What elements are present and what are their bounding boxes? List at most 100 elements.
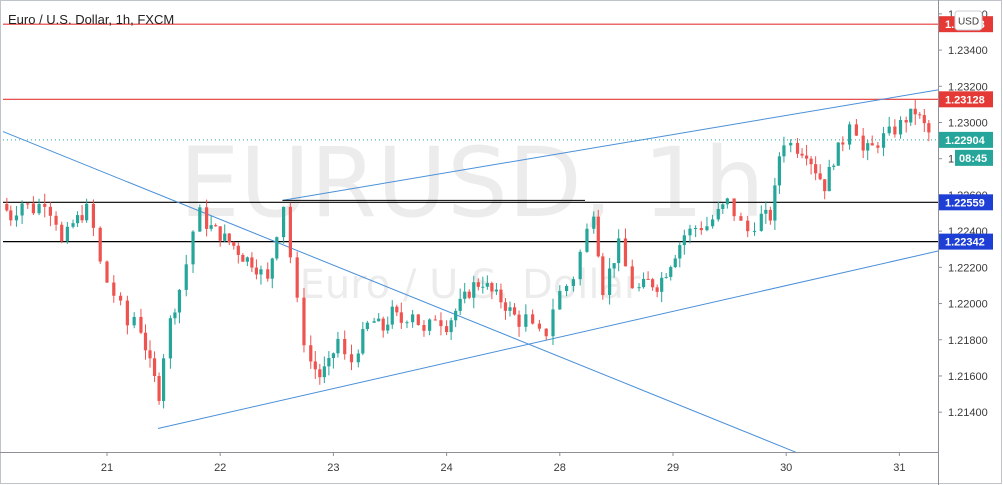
candle-body — [499, 289, 503, 303]
candle-body — [637, 287, 641, 289]
candle-body — [617, 238, 621, 264]
candle-body — [544, 328, 548, 337]
candle-body — [281, 206, 286, 238]
candle-body — [313, 361, 317, 370]
x-tick-label: 22 — [214, 462, 226, 474]
candle-body — [295, 257, 299, 298]
price-level-badge-label: 1.22559 — [945, 197, 985, 209]
x-tick-label: 28 — [554, 462, 566, 474]
candle-body — [75, 215, 80, 224]
countdown-badge — [955, 149, 993, 166]
candle-body — [866, 143, 870, 151]
candles — [5, 99, 931, 409]
last-price-label: 1.22904 — [945, 135, 986, 147]
watermark-description: Euro / U.S. Dollar — [300, 262, 641, 308]
chart-title: Euro / U.S. Dollar, 1h, FXCM — [8, 12, 174, 27]
candle-body — [405, 322, 409, 324]
candle-body — [887, 126, 891, 134]
plot-area[interactable] — [2, 23, 939, 454]
candle-body — [904, 120, 908, 123]
candle-body — [752, 230, 757, 232]
x-tick-label: 30 — [780, 462, 792, 474]
candle-body — [585, 228, 589, 252]
candle-body — [356, 353, 360, 363]
candle-body — [918, 114, 922, 116]
candle-body — [913, 108, 917, 115]
candle-body — [551, 309, 555, 337]
candle-body — [669, 267, 673, 277]
candle-body — [782, 145, 786, 157]
candle-body — [198, 207, 202, 232]
candle-body — [266, 269, 270, 279]
candle-body — [48, 206, 52, 216]
candle-body — [322, 366, 326, 378]
candle-body — [746, 220, 750, 232]
candle-body — [386, 324, 390, 331]
candle-body — [721, 204, 725, 209]
y-tick-label: 1.23000 — [948, 117, 988, 129]
candle-body — [476, 282, 480, 287]
candle-body — [54, 215, 58, 225]
candle-body — [302, 297, 306, 346]
candle-body — [795, 142, 800, 154]
candle-body — [223, 233, 227, 241]
candle-body — [463, 291, 467, 299]
candle-body — [870, 143, 874, 146]
candle-body — [168, 318, 172, 359]
candle-body — [85, 203, 89, 221]
candle-body — [732, 198, 736, 217]
candle-body — [98, 227, 102, 262]
candle-body — [71, 223, 75, 227]
candle-body — [836, 142, 840, 166]
candle-body — [254, 267, 259, 275]
candle-body — [209, 225, 213, 229]
candle-body — [725, 198, 729, 205]
candle-body — [823, 179, 827, 192]
candle-body — [773, 185, 777, 221]
candle-body — [485, 283, 489, 287]
candle-body — [898, 120, 903, 135]
candle-body — [148, 350, 152, 359]
candle-body — [184, 264, 188, 290]
x-tick-label: 21 — [101, 462, 113, 474]
candle-body — [143, 332, 148, 351]
y-tick-label: 1.22200 — [948, 262, 988, 274]
currency-button-frame[interactable] — [954, 10, 983, 31]
currency-button[interactable]: USD — [954, 10, 983, 31]
candle-body — [43, 203, 47, 207]
candle-body — [711, 219, 715, 227]
candle-body — [847, 124, 852, 145]
price-level-badge-label: 1.23128 — [945, 94, 985, 106]
x-tick-label: 31 — [893, 462, 905, 474]
price-level-badge — [939, 233, 993, 250]
candle-body — [716, 208, 720, 220]
candle-body — [428, 319, 432, 331]
candle-body — [309, 345, 313, 362]
candle-body — [14, 215, 19, 221]
candle-body — [139, 316, 143, 333]
candle-body — [372, 321, 376, 323]
candle-body — [205, 207, 209, 229]
y-tick-label: 1.21600 — [948, 371, 988, 383]
candle-body — [80, 215, 84, 221]
candle-body — [270, 258, 274, 279]
candle-body — [288, 206, 292, 258]
candle-body — [578, 251, 582, 280]
candle-body — [173, 312, 177, 319]
candle-body — [893, 126, 897, 135]
candle-body — [854, 124, 858, 136]
candle-body — [596, 216, 600, 257]
countdown-label: 08:45 — [959, 153, 987, 165]
candle-body — [454, 310, 458, 321]
candle-body — [558, 291, 562, 310]
candle-body — [236, 245, 240, 255]
y-tick-label: 1.21800 — [948, 335, 988, 347]
candle-body — [411, 314, 415, 323]
candle-body — [804, 155, 809, 159]
x-tick-label: 24 — [440, 462, 452, 474]
currency-button-label[interactable]: USD — [958, 17, 979, 28]
candle-body — [655, 287, 659, 292]
